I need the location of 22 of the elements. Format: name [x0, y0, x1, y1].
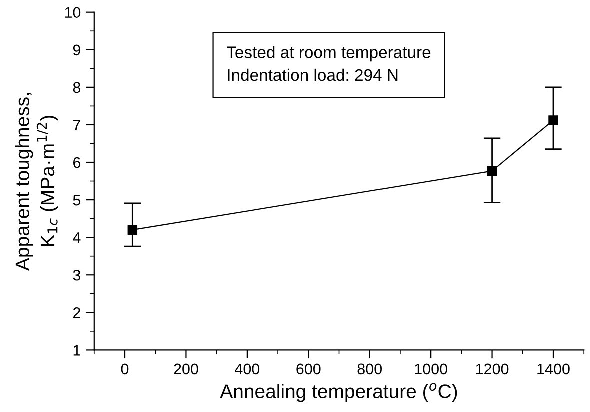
y-tick-label: 3: [73, 270, 81, 281]
x-tick-label: 1400: [538, 364, 570, 375]
y-tick-label: 8: [73, 82, 81, 94]
y-tick-label: 5: [73, 195, 81, 206]
annotation: Tested at room temperature Indentation load: 294 N: [226, 46, 431, 82]
x-tick-label: 200: [174, 364, 198, 375]
y-tick-label: 6: [73, 157, 81, 168]
x-tick-label: 1200: [476, 364, 509, 375]
y-axis-title: Apparent toughness, K$_{1c}$ (MPa·m$^{1/2}$): [15, 93, 58, 271]
y-tick-label: 2: [73, 308, 80, 318]
y-tick-label: 4: [73, 232, 81, 244]
y-tick-label: 7: [73, 120, 80, 131]
x-tick-label: 400: [235, 364, 260, 375]
x-tick-label: 600: [296, 364, 321, 375]
point: [548, 116, 558, 126]
x-tick-label: 800: [358, 364, 382, 375]
y-tick-label: 10: [65, 7, 81, 18]
y-tick-label: 1: [74, 345, 80, 356]
x-axis-title: Annealing temperature ($^{o}$C): [220, 383, 458, 402]
x-tick-label: 0: [121, 364, 129, 375]
y-tick-label: 9: [73, 44, 80, 56]
x-tick-label: 1000: [415, 364, 448, 375]
